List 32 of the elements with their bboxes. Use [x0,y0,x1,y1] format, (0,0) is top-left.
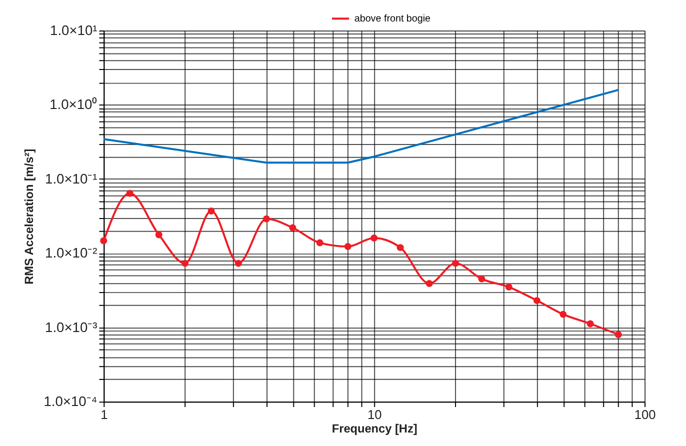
point [478,275,486,282]
y-tick-label: 1.0×10⁰ [50,96,98,112]
point [452,260,459,267]
x-tick-label: 10 [367,406,382,422]
point [155,231,162,238]
point [505,284,512,291]
point [208,208,215,214]
x-axis-title: Frequency [Hz] [332,422,418,436]
point [262,215,270,222]
y-axis-title: RMS Acceleration [m/s²] [22,148,36,284]
point [560,310,567,318]
y-tick-label: 1.0×10⁻² [45,244,98,261]
point [344,243,352,250]
point [586,320,594,328]
point [126,190,134,197]
x-tick-label: 1 [100,406,108,422]
point [370,234,378,242]
point [533,297,540,304]
y-tick-label: 1.0×10⁻⁴ [44,393,98,410]
point [182,260,189,267]
point [426,280,433,288]
point [614,331,622,338]
point [289,224,296,232]
legend-label: above front bogie [354,14,432,25]
point [396,244,404,252]
y-tick-label: 1.0×10⁻³ [45,318,98,335]
point [234,260,242,267]
point [316,239,324,246]
x-tick-label: 100 [634,406,656,422]
point [100,237,108,244]
y-tick-label: 1.0×10⁻¹ [45,170,98,186]
y-tick-label: 1.0×10¹ [50,22,98,38]
